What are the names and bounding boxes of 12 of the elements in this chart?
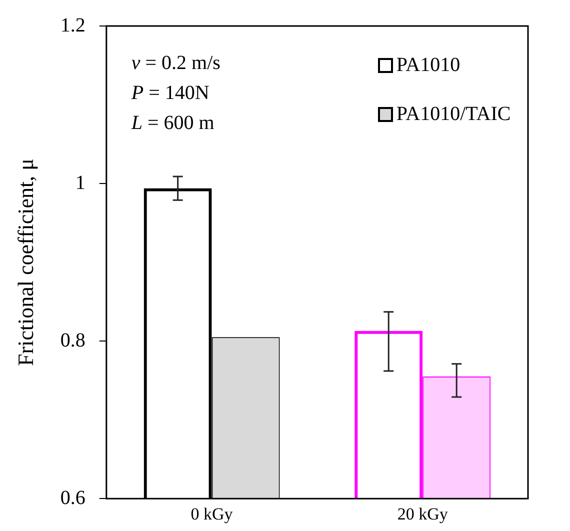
legend-label: PA1010 xyxy=(396,54,460,77)
annotation: P = 140N xyxy=(130,82,210,104)
annotation: v = 0.2 m/s xyxy=(131,52,221,74)
y-axis-title: Frictional coefficient, μ xyxy=(12,158,38,366)
x-tick-label: 0 kGy xyxy=(190,504,234,524)
x-tick-label: 20 kGy xyxy=(397,504,448,524)
annotation: L = 600 m xyxy=(130,112,215,134)
y-tick-label: 0.8 xyxy=(60,329,86,352)
y-tick-label: 1 xyxy=(75,172,86,194)
legend-label: PA1010/TAIC xyxy=(396,103,511,126)
y-tick-label: 1.2 xyxy=(60,14,86,36)
y-tick-label: 0.6 xyxy=(60,486,86,509)
